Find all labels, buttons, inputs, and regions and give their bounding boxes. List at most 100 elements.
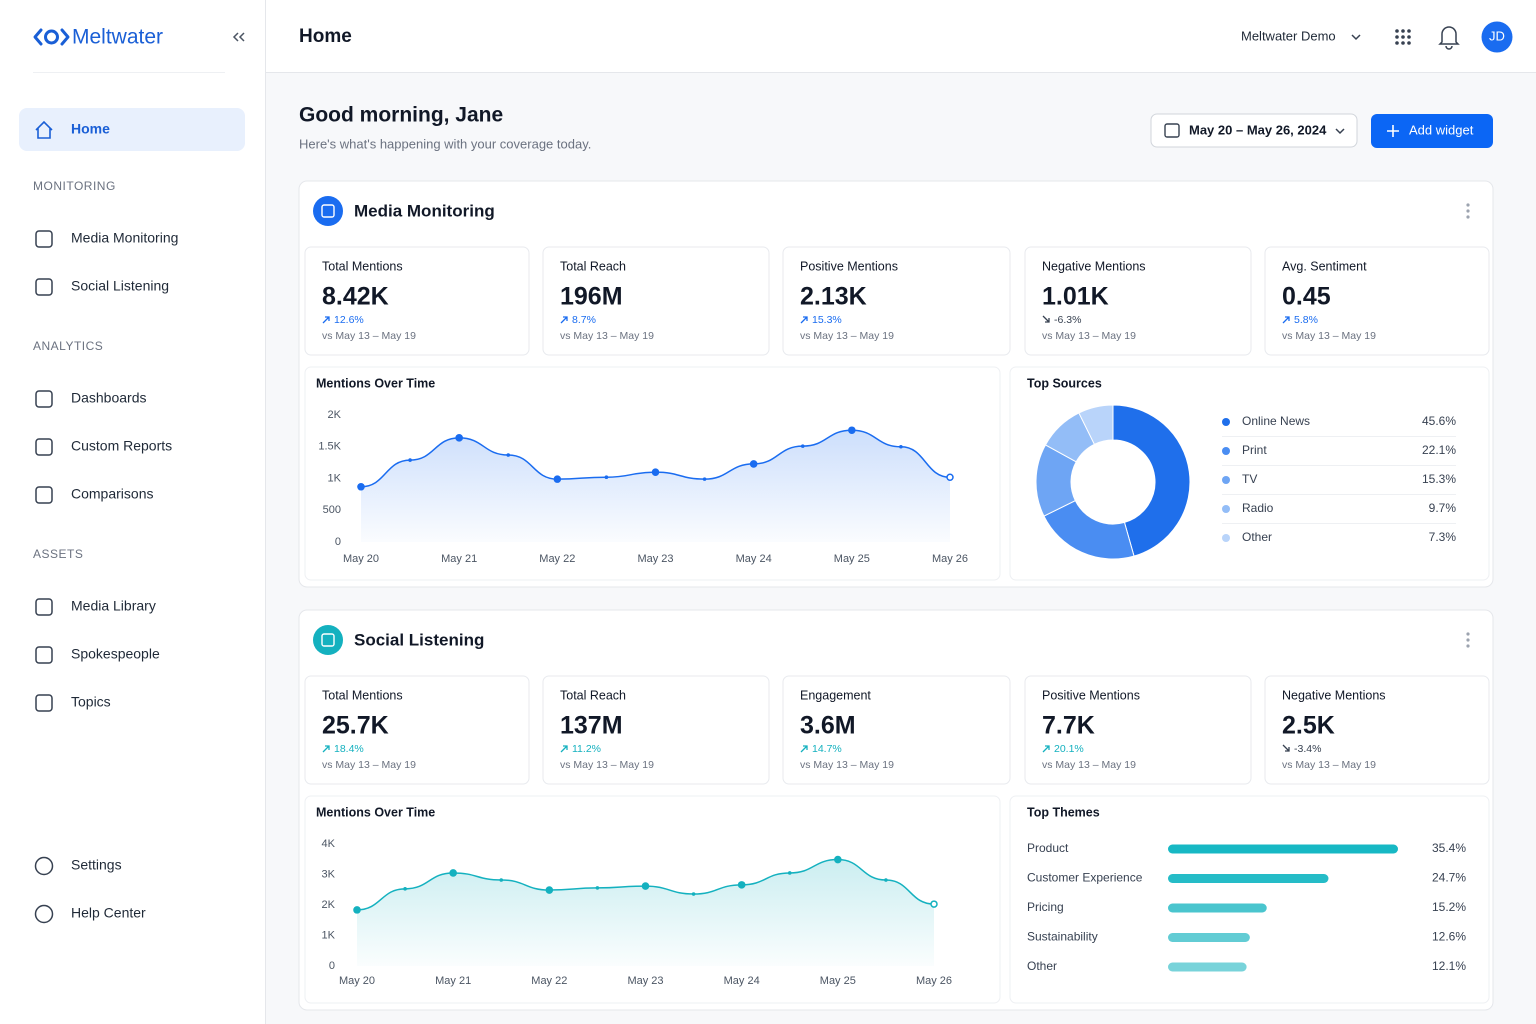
nav-item[interactable]: Settings [34, 857, 122, 876]
kpi-label: Engagement [800, 688, 871, 702]
legend-label: Online News [1242, 414, 1310, 428]
point [357, 482, 365, 491]
nav-label: Media Monitoring [71, 230, 178, 246]
nav-icon [35, 390, 53, 408]
account-switcher[interactable]: Meltwater Demo [1241, 28, 1361, 43]
bar-label: Other [1027, 959, 1057, 973]
kpi-change: -6.3% [1054, 314, 1081, 326]
page-title: Home [299, 26, 352, 47]
kpi-period: vs May 13 – May 19 [1042, 759, 1136, 771]
kpi-label: Total Reach [560, 688, 626, 702]
nav-item[interactable]: Spokespeople [35, 646, 160, 664]
button-bg [1371, 114, 1493, 148]
legend-dot [1222, 534, 1230, 542]
trend-arrow [322, 316, 330, 324]
nav-item[interactable]: Dashboards [35, 390, 147, 408]
legend-label: TV [1242, 472, 1257, 486]
nav-label: Social Listening [71, 278, 169, 294]
trend-arrow [1042, 315, 1050, 323]
logo[interactable]: Meltwater [33, 26, 163, 49]
nav-icon [35, 646, 53, 664]
calendar-icon [1164, 123, 1180, 138]
chevron [1335, 128, 1345, 135]
panel-menu[interactable] [1466, 203, 1470, 219]
kpi-period: vs May 13 – May 19 [560, 759, 654, 771]
kpi-card: Total Mentions 8.42K 12.6% vs May 13 – May … [304, 246, 530, 356]
dot [1407, 29, 1411, 33]
kpi-value: 7.7K [1042, 712, 1095, 740]
nav-label: Media Library [71, 598, 156, 614]
panel-icon-glyph [321, 204, 335, 218]
kpi-label: Negative Mentions [1282, 688, 1386, 702]
panel-menu[interactable] [1466, 632, 1470, 648]
bar-label: Sustainability [1027, 930, 1098, 944]
nav-item[interactable]: Comparisons [35, 486, 153, 504]
point [545, 886, 554, 894]
kpi-change: 12.6% [334, 314, 364, 326]
kpi-label: Total Reach [560, 259, 626, 273]
nav-item[interactable]: Social Listening [35, 278, 169, 296]
bar [1168, 903, 1267, 913]
kpi-card-bg [304, 246, 530, 356]
kpi-card: Negative Mentions 2.5K -3.4% vs May 13 – Ma… [1264, 675, 1490, 785]
point [506, 453, 511, 457]
nav-item[interactable]: Media Monitoring [35, 230, 178, 248]
nav-label: Topics [71, 694, 111, 710]
trend-arrow [560, 745, 568, 753]
date-picker[interactable]: May 20 – May 26, 2024 [1150, 113, 1358, 148]
section-title: MONITORING [33, 179, 116, 193]
y-tick-label: 2K [328, 409, 342, 421]
kpi-period: vs May 13 – May 19 [1042, 330, 1136, 342]
kpi-card: Total Reach 196M 8.7% vs May 13 – May 19 [542, 246, 770, 356]
avatar[interactable]: JD [1481, 21, 1513, 53]
add-widget-button[interactable]: Add widget [1371, 114, 1493, 148]
kpi-period: vs May 13 – May 19 [322, 330, 416, 342]
panel-icon [313, 625, 343, 655]
kpi-change: 15.3% [812, 314, 842, 326]
nav-label: Custom Reports [71, 438, 172, 454]
collapse-button[interactable] [232, 32, 245, 42]
nav-item[interactable]: Help Center [34, 905, 147, 924]
kpi-period: vs May 13 – May 19 [800, 759, 894, 771]
legend-label: Radio [1242, 501, 1274, 515]
nav-item[interactable]: Custom Reports [35, 438, 172, 456]
kpi-period: vs May 13 – May 19 [1282, 330, 1376, 342]
dot [1401, 29, 1405, 33]
y-tick-label: 2K [322, 899, 336, 911]
nav-item[interactable]: Media Library [35, 598, 156, 616]
point [702, 477, 707, 481]
dot [1395, 35, 1399, 39]
notifications-button[interactable] [1438, 26, 1460, 50]
x-tick-label: May 25 [834, 553, 870, 565]
avatar-circle [1481, 21, 1513, 53]
dot [1466, 203, 1470, 207]
dot [1395, 29, 1399, 33]
point [353, 906, 361, 914]
trend-arrow [800, 745, 808, 753]
y-tick-label: 1K [322, 929, 336, 941]
nav-label: Home [71, 121, 110, 137]
sidebar [0, 0, 265, 1024]
chart-title: Mentions Over Time [316, 376, 435, 390]
nav-item-active[interactable]: Home [19, 108, 245, 151]
dot [1466, 209, 1470, 213]
bar [1168, 933, 1250, 942]
point [749, 460, 758, 468]
nav-item[interactable]: Topics [35, 694, 111, 712]
point [595, 886, 600, 890]
nav-label: Help Center [71, 905, 146, 921]
area [361, 430, 950, 542]
point [834, 855, 842, 864]
brand: Meltwater [72, 26, 163, 49]
kpi-card-bg [542, 246, 770, 356]
kpi-card-bg [304, 675, 530, 785]
nav-icon [35, 694, 53, 712]
nav-icon [35, 486, 53, 504]
apps-button[interactable] [1395, 29, 1411, 45]
button-label: Add widget [1409, 122, 1474, 137]
x-tick-label: May 20 [339, 975, 375, 987]
point [553, 475, 562, 483]
kpi-label: Negative Mentions [1042, 259, 1146, 273]
y-tick-label: 0 [335, 536, 341, 548]
trend-arrow [1282, 744, 1290, 752]
